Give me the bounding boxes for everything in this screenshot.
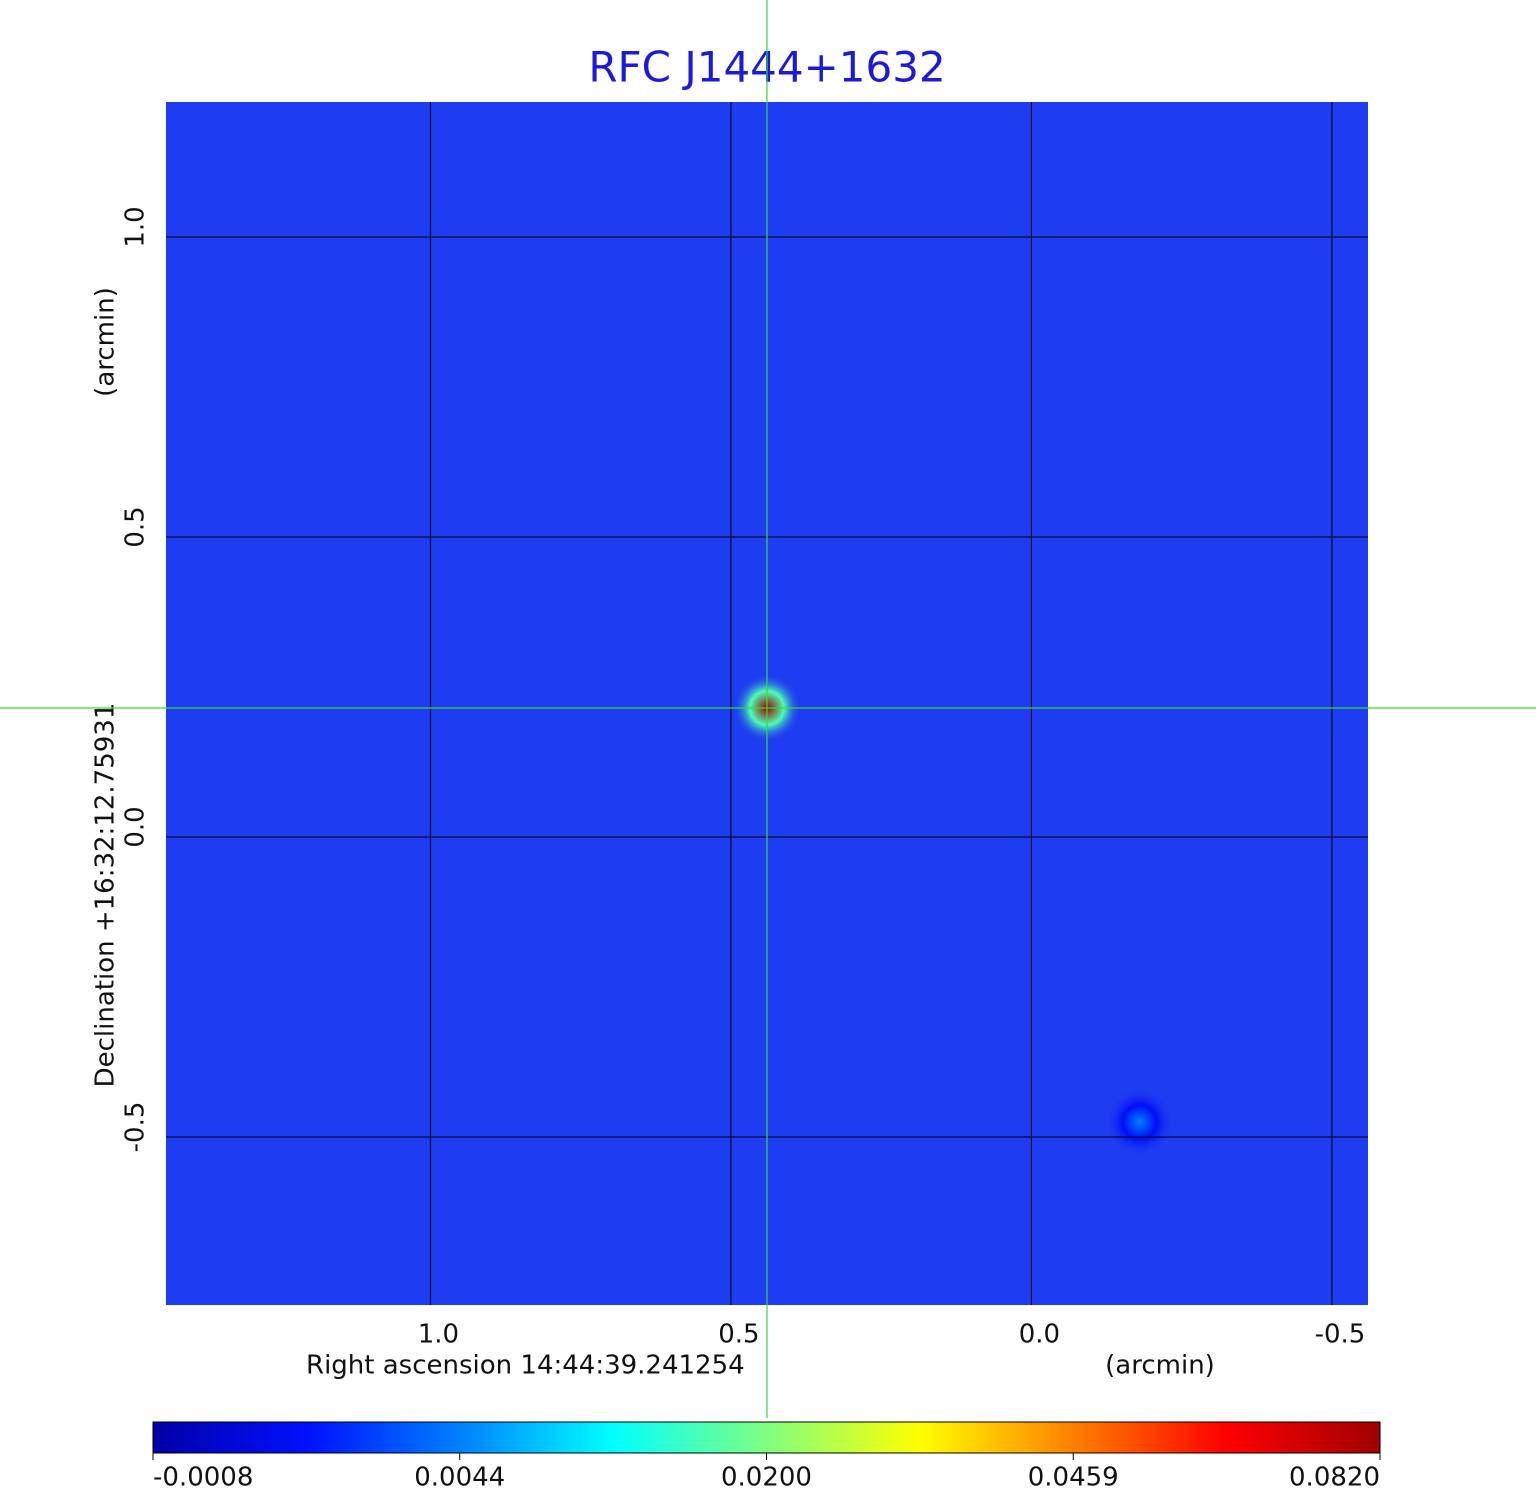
colorbar-tick-label: 0.0820	[1289, 1463, 1380, 1493]
x-tick-label: -0.5	[1315, 1320, 1366, 1350]
y-tick-label: -0.5	[121, 1102, 151, 1153]
colorbar-tick-label: -0.0008	[153, 1463, 253, 1493]
colorbar-tick-label: 0.0044	[414, 1463, 505, 1493]
y-tick-label: 1.0	[121, 206, 151, 247]
x-tick-label: 0.5	[718, 1320, 759, 1350]
x-axis-label: Right ascension 14:44:39.241254	[306, 1351, 745, 1381]
colorbar-tick-label: 0.0459	[1028, 1463, 1119, 1493]
y-axis-label: Declination +16:32:12.75931	[91, 703, 121, 1088]
y-tick-label: 0.0	[121, 806, 151, 847]
x-axis-unit: (arcmin)	[1105, 1351, 1215, 1381]
x-tick-label: 1.0	[418, 1320, 459, 1350]
colorbar-tick-label: 0.0200	[721, 1463, 812, 1493]
source	[1105, 1088, 1174, 1156]
colorbar	[152, 1421, 1381, 1454]
y-axis-unit: (arcmin)	[91, 287, 121, 397]
y-tick-label: 0.5	[121, 506, 151, 547]
x-tick-label: 0.0	[1019, 1320, 1060, 1350]
